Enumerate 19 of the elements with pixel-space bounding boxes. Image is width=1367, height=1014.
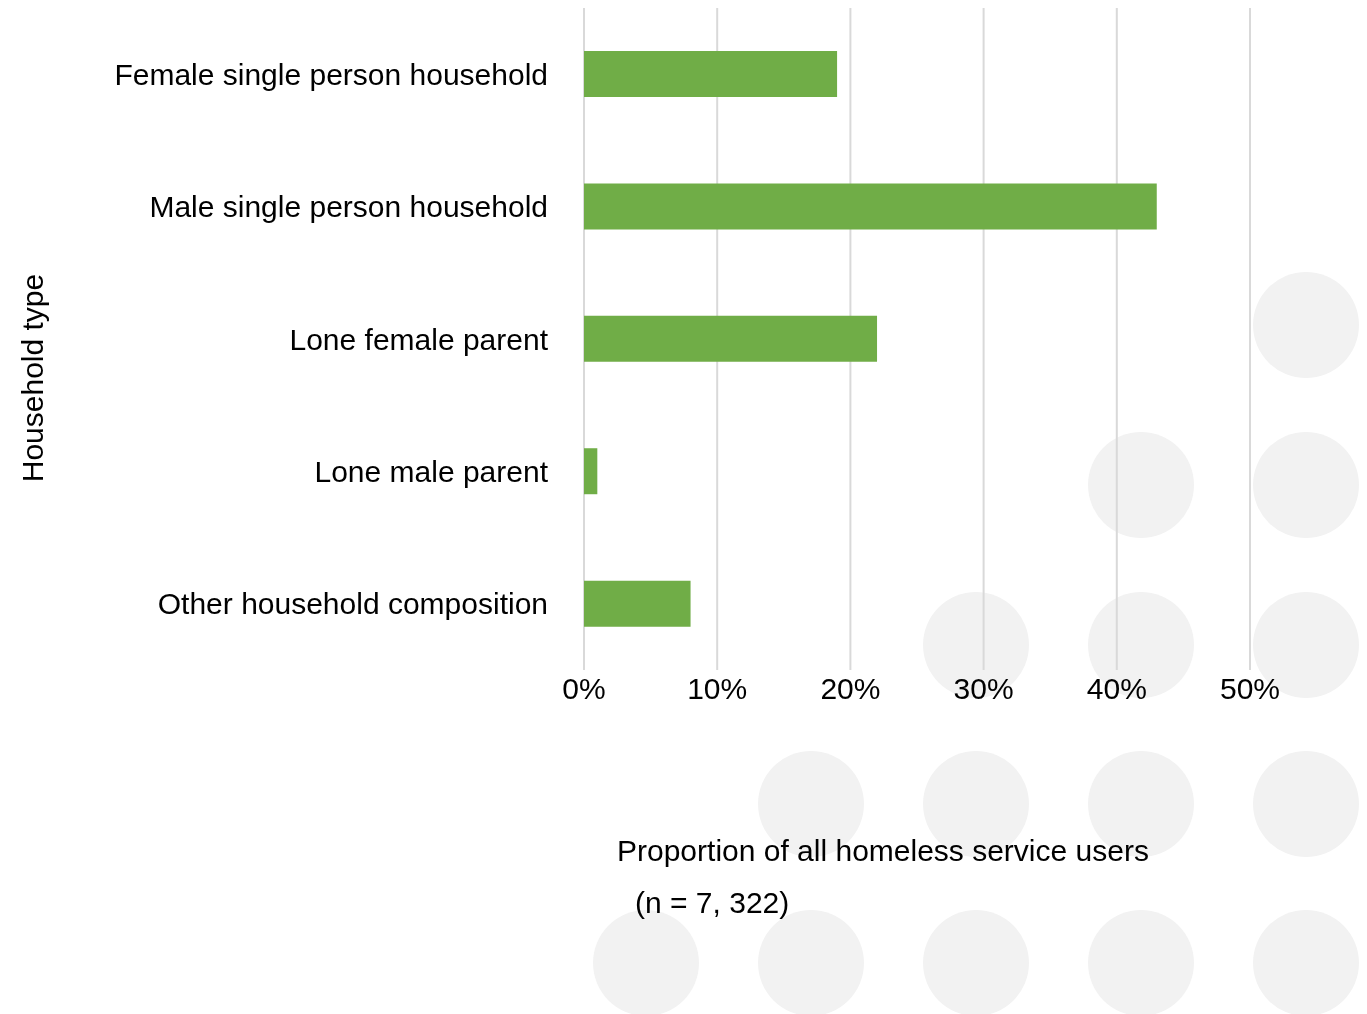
bar <box>584 315 878 362</box>
y-tick-label: Male single person household <box>149 190 548 224</box>
x-tick-label: 20% <box>820 672 881 706</box>
x-axis-title: Proportion of all homeless service users <box>617 834 1149 868</box>
bar <box>584 448 598 495</box>
y-tick-label: Lone female parent <box>289 322 549 356</box>
x-tick-label: 0% <box>562 672 606 706</box>
y-tick-label: Lone male parent <box>314 455 549 489</box>
bar <box>584 183 1157 230</box>
bar <box>584 51 838 98</box>
x-tick-label: 10% <box>687 672 748 706</box>
y-axis-title: Household type <box>16 273 50 483</box>
text: (n = 7, 322) <box>635 886 790 920</box>
x-tick-label: 50% <box>1219 672 1281 706</box>
bar <box>584 580 691 627</box>
x-tick-label: 40% <box>1086 672 1147 706</box>
y-tick-label: Female single person household <box>114 57 548 91</box>
y-tick-label: Other household composition <box>157 587 548 621</box>
x-tick-label: 30% <box>953 672 1014 706</box>
